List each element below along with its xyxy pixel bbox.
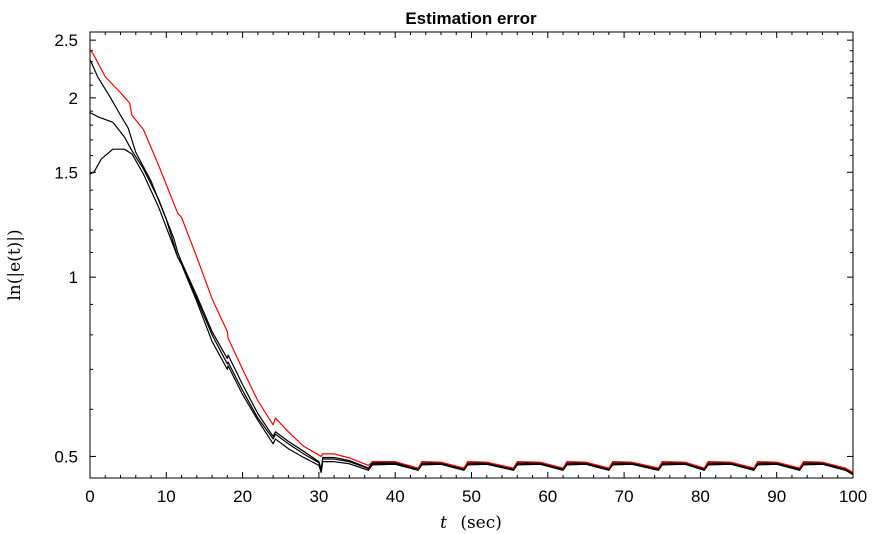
y-tick-label: 1 [69,268,78,287]
series-line-3 [89,111,854,475]
plot-area [89,31,854,479]
x-axis-symbol: t [440,513,447,533]
y-tick-label: 2.5 [54,31,78,50]
x-tick-label: 30 [309,487,328,506]
x-tick-label: 10 [157,487,176,506]
x-tick-label: 40 [386,487,405,506]
tick-labels: 0 10 20 30 40 50 60 70 80 90 100 0.5 1 1.5 2 2.5 [54,31,867,506]
plot-background [90,32,853,478]
x-tick-label: 90 [767,487,786,506]
x-tick-label: 80 [691,487,710,506]
x-tick-label: 20 [233,487,252,506]
x-tick-label: 70 [615,487,634,506]
x-tick-label: 100 [839,487,867,506]
x-axis-label: t (sec) [440,513,502,533]
y-tick-label: 1.5 [54,163,78,182]
y-tick-label: 2 [69,89,78,108]
x-axis-unit: (sec) [460,513,502,533]
y-tick-label: 0.5 [54,447,78,466]
series-line-4 [89,148,854,476]
series-layer [89,49,854,476]
x-tick-label: 60 [538,487,557,506]
x-tick-label: 0 [85,487,94,506]
ticks-layer [89,32,854,478]
y-axis-label: ln(|e(t)|) [5,229,25,300]
chart-title: Estimation error [405,9,537,28]
series-line-1 [89,49,854,473]
x-tick-label: 50 [462,487,481,506]
